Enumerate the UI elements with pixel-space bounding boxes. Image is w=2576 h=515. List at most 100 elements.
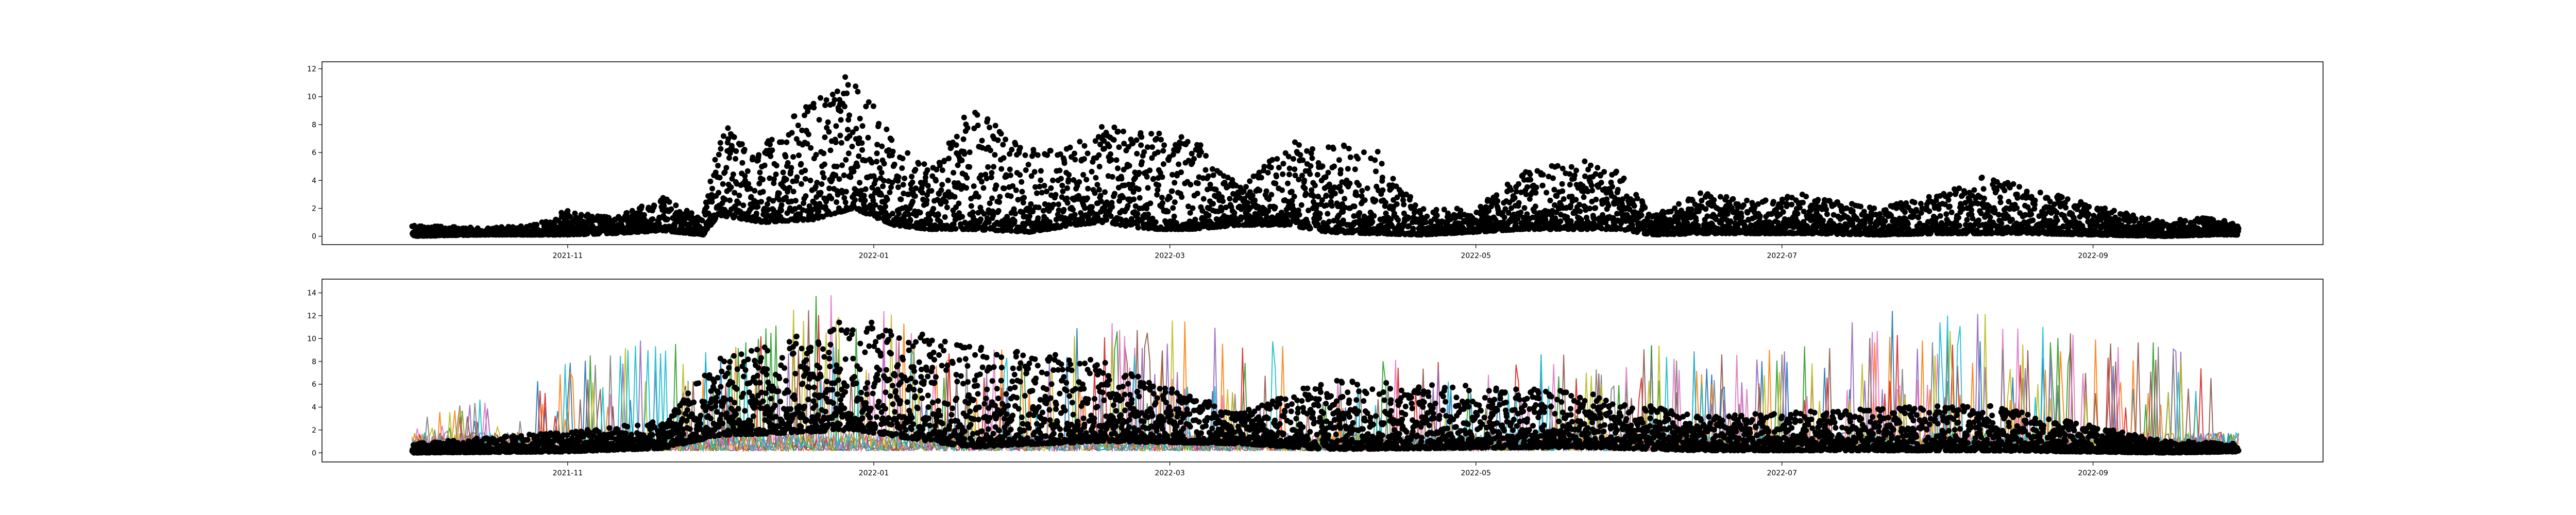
top-data-point bbox=[802, 167, 808, 174]
top-data-point bbox=[1171, 213, 1177, 219]
top-data-point bbox=[1550, 175, 1556, 181]
top-data-point bbox=[1009, 147, 1015, 152]
top-data-point bbox=[1557, 218, 1564, 225]
top-data-point bbox=[1975, 217, 1981, 224]
top-data-point bbox=[967, 149, 973, 156]
top-data-point bbox=[733, 156, 739, 162]
top-data-point bbox=[757, 169, 763, 176]
top-data-point bbox=[1025, 162, 1031, 168]
top-data-point bbox=[1072, 212, 1078, 218]
top-data-point bbox=[1072, 150, 1077, 157]
top-data-point bbox=[726, 155, 732, 161]
top-data-point bbox=[1172, 180, 1178, 186]
top-data-point bbox=[1058, 176, 1064, 182]
top-data-point bbox=[716, 190, 722, 196]
top-data-point bbox=[1533, 190, 1539, 196]
top-data-point bbox=[1757, 213, 1763, 219]
top-data-point bbox=[878, 169, 885, 176]
top-data-point bbox=[1528, 177, 1534, 183]
top-data-point bbox=[930, 205, 937, 212]
top-data-point bbox=[739, 141, 745, 147]
top-data-point bbox=[1126, 163, 1132, 169]
top-data-point bbox=[1097, 193, 1104, 199]
top-data-point bbox=[1198, 149, 1204, 155]
top-data-point bbox=[1693, 217, 1699, 224]
top-data-point bbox=[1380, 187, 1386, 193]
top-data-point bbox=[1540, 171, 1546, 178]
top-data-point bbox=[732, 190, 738, 196]
top-data-point bbox=[767, 142, 773, 147]
top-data-point bbox=[1096, 152, 1102, 158]
top-data-point bbox=[1056, 201, 1061, 208]
top-data-point bbox=[816, 208, 822, 214]
top-data-point bbox=[1544, 190, 1550, 196]
top-data-point bbox=[921, 161, 927, 167]
top-data-point bbox=[1120, 194, 1126, 200]
top-data-point bbox=[1261, 164, 1267, 169]
top-data-point bbox=[1948, 209, 1955, 215]
top-data-point bbox=[778, 208, 784, 214]
top-data-point bbox=[862, 197, 868, 203]
top-data-point bbox=[1323, 193, 1329, 199]
top-data-point bbox=[1003, 136, 1009, 143]
top-data-point bbox=[989, 195, 995, 201]
top-data-point bbox=[731, 134, 737, 140]
top-data-point bbox=[1394, 201, 1400, 207]
top-data-point bbox=[870, 103, 876, 109]
top-data-point bbox=[1581, 194, 1587, 200]
top-data-point bbox=[709, 185, 715, 192]
top-data-point bbox=[838, 117, 844, 123]
top-data-point bbox=[1047, 148, 1054, 154]
top-data-point bbox=[834, 199, 840, 205]
top-chart-points bbox=[409, 74, 2242, 239]
top-data-point bbox=[1589, 187, 1595, 194]
top-data-point bbox=[967, 164, 973, 170]
top-data-point bbox=[1057, 167, 1063, 174]
top-data-point bbox=[1946, 203, 1953, 210]
top-data-point bbox=[1202, 167, 1209, 173]
top-data-point bbox=[832, 97, 838, 103]
top-data-point bbox=[1964, 217, 1970, 223]
top-data-point bbox=[1064, 185, 1070, 191]
top-data-point bbox=[1109, 174, 1115, 180]
top-data-point bbox=[794, 174, 800, 180]
top-data-point bbox=[1567, 182, 1573, 187]
top-data-point bbox=[1084, 150, 1091, 157]
top-data-point bbox=[866, 99, 872, 105]
top-data-point bbox=[907, 217, 913, 224]
top-data-point bbox=[836, 176, 842, 182]
top-data-point bbox=[854, 163, 860, 169]
top-data-point bbox=[1512, 195, 1518, 201]
top-data-point bbox=[1422, 219, 1429, 226]
top-data-point bbox=[1390, 176, 1396, 182]
top-data-point bbox=[1109, 204, 1115, 210]
top-data-point bbox=[709, 199, 715, 205]
top-data-point bbox=[747, 185, 753, 192]
top-data-point bbox=[744, 168, 751, 174]
top-data-point bbox=[1971, 187, 1977, 193]
top-data-point bbox=[768, 153, 774, 159]
top-data-point bbox=[1561, 196, 1567, 202]
top-data-point bbox=[1112, 191, 1117, 197]
top-data-point bbox=[788, 165, 794, 171]
top-data-point bbox=[1280, 161, 1286, 167]
top-data-point bbox=[869, 160, 875, 166]
top-data-point bbox=[845, 127, 851, 133]
top-data-point bbox=[1263, 188, 1269, 194]
top-data-point bbox=[1330, 146, 1336, 152]
top-data-point bbox=[1115, 128, 1121, 134]
top-data-point bbox=[639, 203, 645, 210]
top-data-point bbox=[1272, 204, 1278, 210]
top-data-point bbox=[728, 184, 734, 191]
top-data-point bbox=[971, 183, 977, 189]
top-data-point bbox=[712, 157, 718, 163]
top-data-point bbox=[827, 147, 834, 153]
top-data-point bbox=[805, 131, 811, 138]
top-data-point bbox=[1077, 139, 1083, 145]
top-data-point bbox=[722, 197, 728, 202]
top-data-point bbox=[1347, 154, 1353, 160]
top-data-point bbox=[1280, 171, 1286, 177]
top-data-point bbox=[842, 199, 849, 205]
top-data-point bbox=[1019, 179, 1025, 185]
top-data-point bbox=[1601, 169, 1607, 175]
